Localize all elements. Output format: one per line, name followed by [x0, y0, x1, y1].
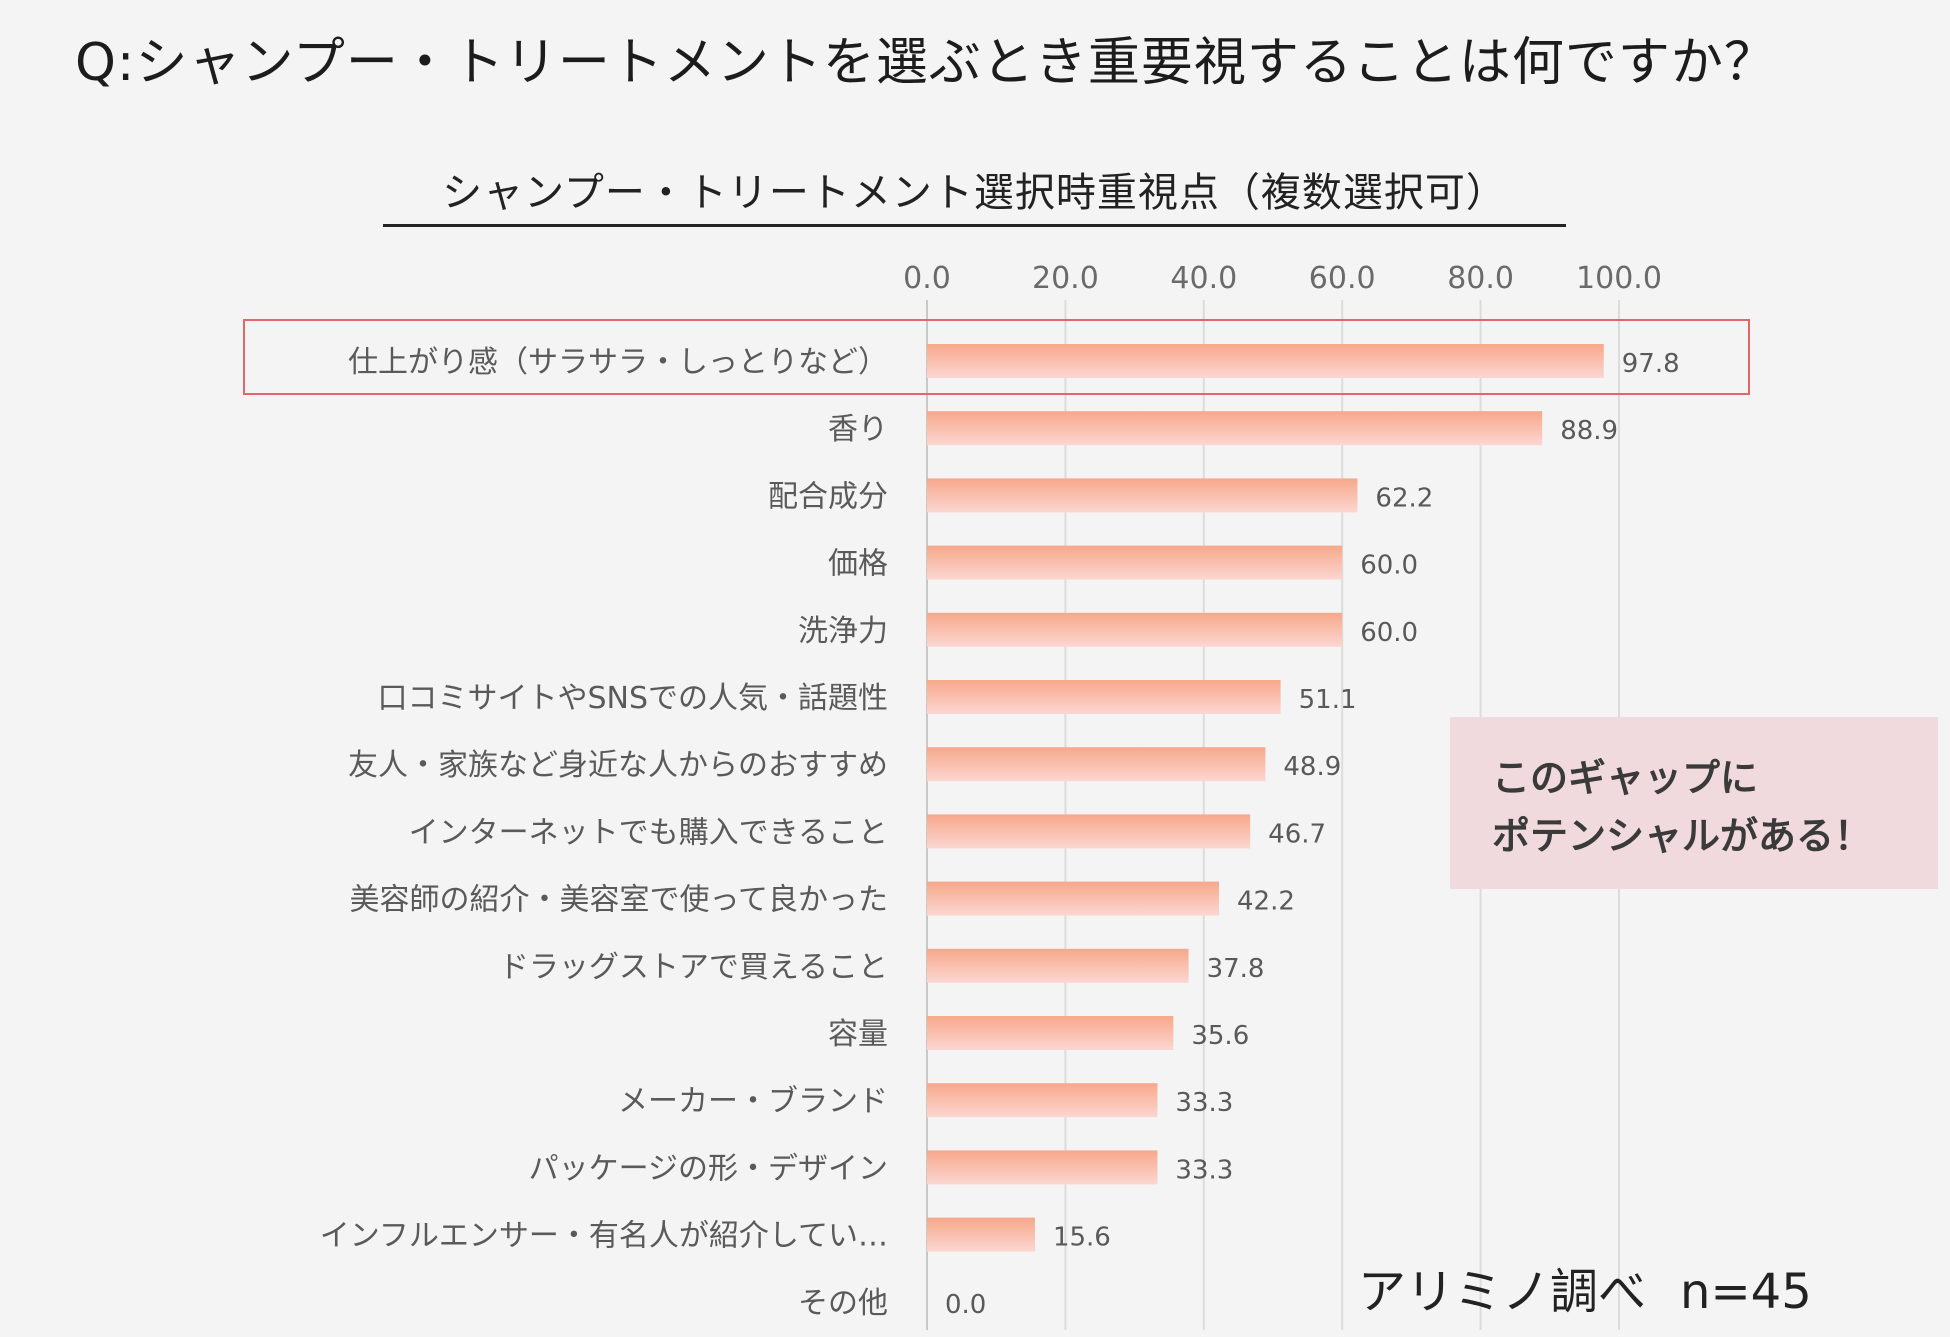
bar [927, 1217, 1035, 1252]
category-label: 美容師の紹介・美容室で使って良かった [350, 883, 889, 918]
highlight-box [243, 319, 1750, 395]
bar [927, 1016, 1174, 1050]
category-label: 容量 [828, 1017, 888, 1052]
value-label: 0.0 [945, 1290, 986, 1320]
bar [927, 881, 1220, 916]
category-label: ドラッグストアで買えること [499, 950, 888, 985]
bar [927, 814, 1251, 849]
bar [927, 948, 1189, 983]
bar [927, 478, 1358, 513]
bar [927, 680, 1281, 714]
sample-size: n=45 [1680, 1264, 1812, 1320]
value-label: 88.9 [1560, 416, 1618, 446]
callout-line-1: このギャップに [1492, 756, 1759, 800]
source-label: アリミノ調べ [1358, 1264, 1647, 1320]
callout-box: このギャップに ポテンシャルがある！ [1450, 717, 1938, 889]
category-label: 友人・家族など身近な人からのおすすめ [348, 748, 888, 783]
x-tick-label: 0.0 [903, 261, 951, 296]
value-label: 60.0 [1360, 551, 1418, 581]
value-label: 62.2 [1375, 483, 1433, 513]
x-tick-label: 20.0 [1032, 261, 1099, 296]
value-label: 97.8 [1622, 349, 1680, 379]
category-label: 仕上がり感（サラサラ・しっとりなど） [348, 345, 888, 380]
bar [927, 344, 1604, 378]
category-label: メーカー・ブランド [618, 1084, 888, 1119]
callout-line-2: ポテンシャルがある！ [1492, 814, 1873, 858]
value-label: 48.9 [1283, 752, 1341, 782]
category-label: 配合成分 [768, 479, 888, 514]
bar [927, 545, 1343, 580]
category-label: 香り [828, 412, 888, 447]
value-label: 33.3 [1175, 1088, 1233, 1118]
category-label: パッケージの形・デザイン [529, 1151, 888, 1186]
category-label: インフルエンサー・有名人が紹介してい… [320, 1219, 888, 1254]
value-label: 42.2 [1237, 887, 1295, 917]
value-label: 60.0 [1360, 618, 1418, 648]
source-note: アリミノ調べ n=45 [1358, 1252, 1812, 1322]
x-tick-label: 100.0 [1576, 261, 1662, 296]
bar [927, 411, 1543, 446]
x-tick-label: 40.0 [1170, 261, 1237, 296]
bar [927, 612, 1343, 647]
category-label: 口コミサイトやSNSでの人気・話題性 [377, 681, 888, 716]
value-label: 33.3 [1175, 1155, 1233, 1185]
bar [927, 747, 1266, 782]
question-heading: Q:シャンプー・トリートメントを選ぶとき重要視することは何ですか？ [75, 33, 1777, 93]
chart-title: シャンプー・トリートメント選択時重視点（複数選択可） [383, 160, 1566, 227]
bar [927, 1083, 1158, 1118]
x-tick-label: 80.0 [1447, 261, 1514, 296]
value-label: 15.6 [1053, 1223, 1111, 1253]
value-label: 46.7 [1268, 819, 1326, 849]
bar [927, 1150, 1158, 1185]
category-label: 価格 [828, 547, 888, 582]
category-label: 洗浄力 [798, 614, 888, 649]
value-label: 37.8 [1207, 954, 1265, 984]
x-tick-label: 60.0 [1309, 261, 1376, 296]
category-label: その他 [798, 1286, 888, 1321]
value-label: 51.1 [1299, 685, 1357, 715]
category-label: インターネットでも購入できること [409, 815, 888, 850]
value-label: 35.6 [1191, 1021, 1249, 1051]
